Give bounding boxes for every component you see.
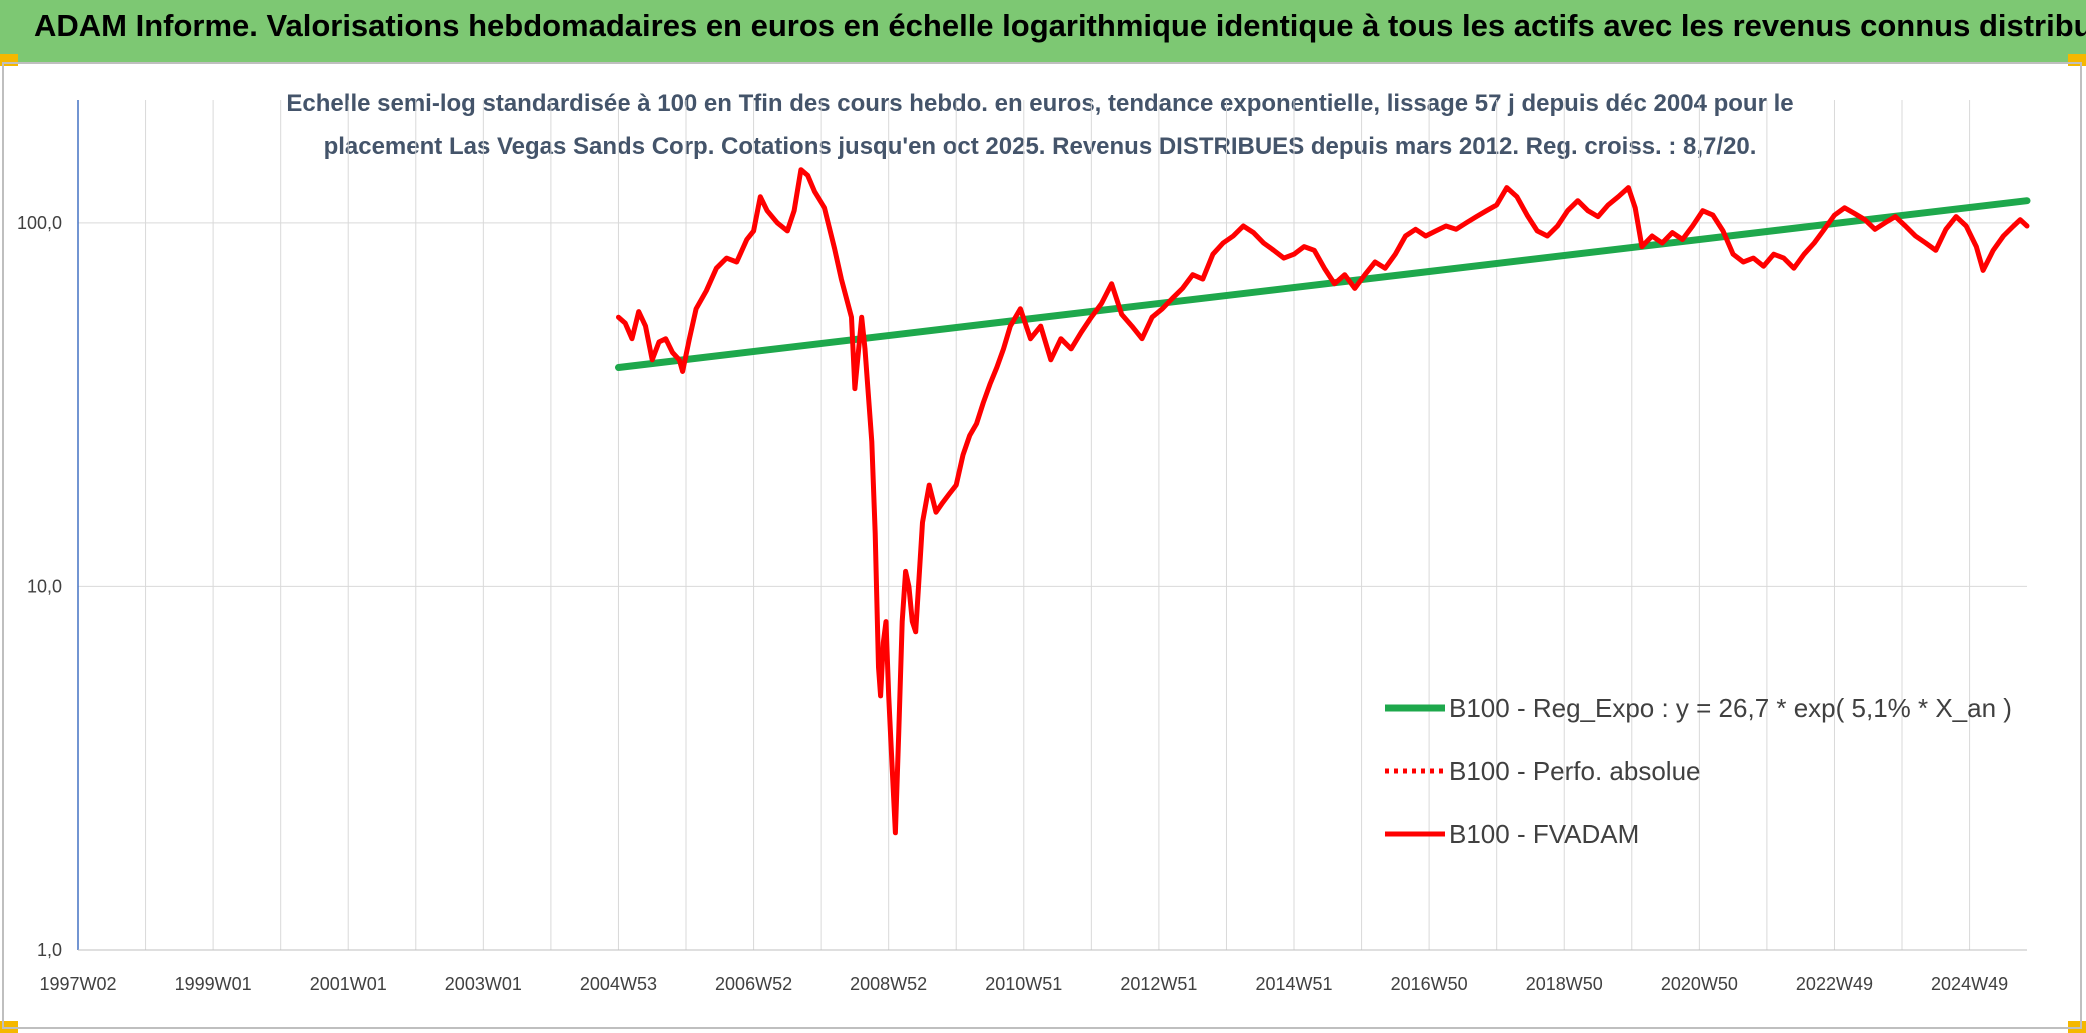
x-tick-label: 2001W01 xyxy=(310,974,387,994)
legend: B100 - Reg_Expo : y = 26,7 * exp( 5,1% *… xyxy=(1385,693,2012,849)
chart-title-line-1: Echelle semi-log standardisée à 100 en T… xyxy=(286,90,1794,117)
x-tick-label: 1997W02 xyxy=(39,974,116,994)
x-tick-label: 2006W52 xyxy=(715,974,792,994)
y-tick-label: 100,0 xyxy=(17,213,62,233)
header-banner: ADAM Informe. Valorisations hebdomadaire… xyxy=(0,0,2086,62)
y-tick-label: 10,0 xyxy=(27,576,62,596)
header-title: ADAM Informe. Valorisations hebdomadaire… xyxy=(34,8,2086,43)
x-tick-label: 2012W51 xyxy=(1120,974,1197,994)
x-tick-label: 2003W01 xyxy=(445,974,522,994)
legend-label: B100 - FVADAM xyxy=(1449,819,1639,849)
x-tick-label: 2016W50 xyxy=(1391,974,1468,994)
y-tick-label: 1,0 xyxy=(37,940,62,960)
x-tick-label: 2010W51 xyxy=(985,974,1062,994)
x-tick-label: 2018W50 xyxy=(1526,974,1603,994)
x-tick-label: 1999W01 xyxy=(175,974,252,994)
x-tick-label: 2024W49 xyxy=(1931,974,2008,994)
grid-lines xyxy=(77,100,2027,951)
series-line-fvadam xyxy=(616,167,2030,836)
axis-ticks: 1,0 10,0 100,0 1997W02 1999W01 2001W01 2003W01… xyxy=(17,213,2027,994)
x-tick-label: 2014W51 xyxy=(1255,974,1332,994)
chart-title-line-2: placement Las Vegas Sands Corp. Cotation… xyxy=(323,133,1757,160)
chart-frame xyxy=(2,62,2082,1029)
x-tick-label: 2020W50 xyxy=(1661,974,1738,994)
x-tick-label: 2008W52 xyxy=(850,974,927,994)
x-tick-label: 2022W49 xyxy=(1796,974,1873,994)
x-tick-label: 2004W53 xyxy=(580,974,657,994)
legend-label: B100 - Reg_Expo : y = 26,7 * exp( 5,1% *… xyxy=(1449,693,2012,723)
legend-label: B100 - Perfo. absolue xyxy=(1449,756,1701,786)
series-lines xyxy=(615,167,2031,836)
